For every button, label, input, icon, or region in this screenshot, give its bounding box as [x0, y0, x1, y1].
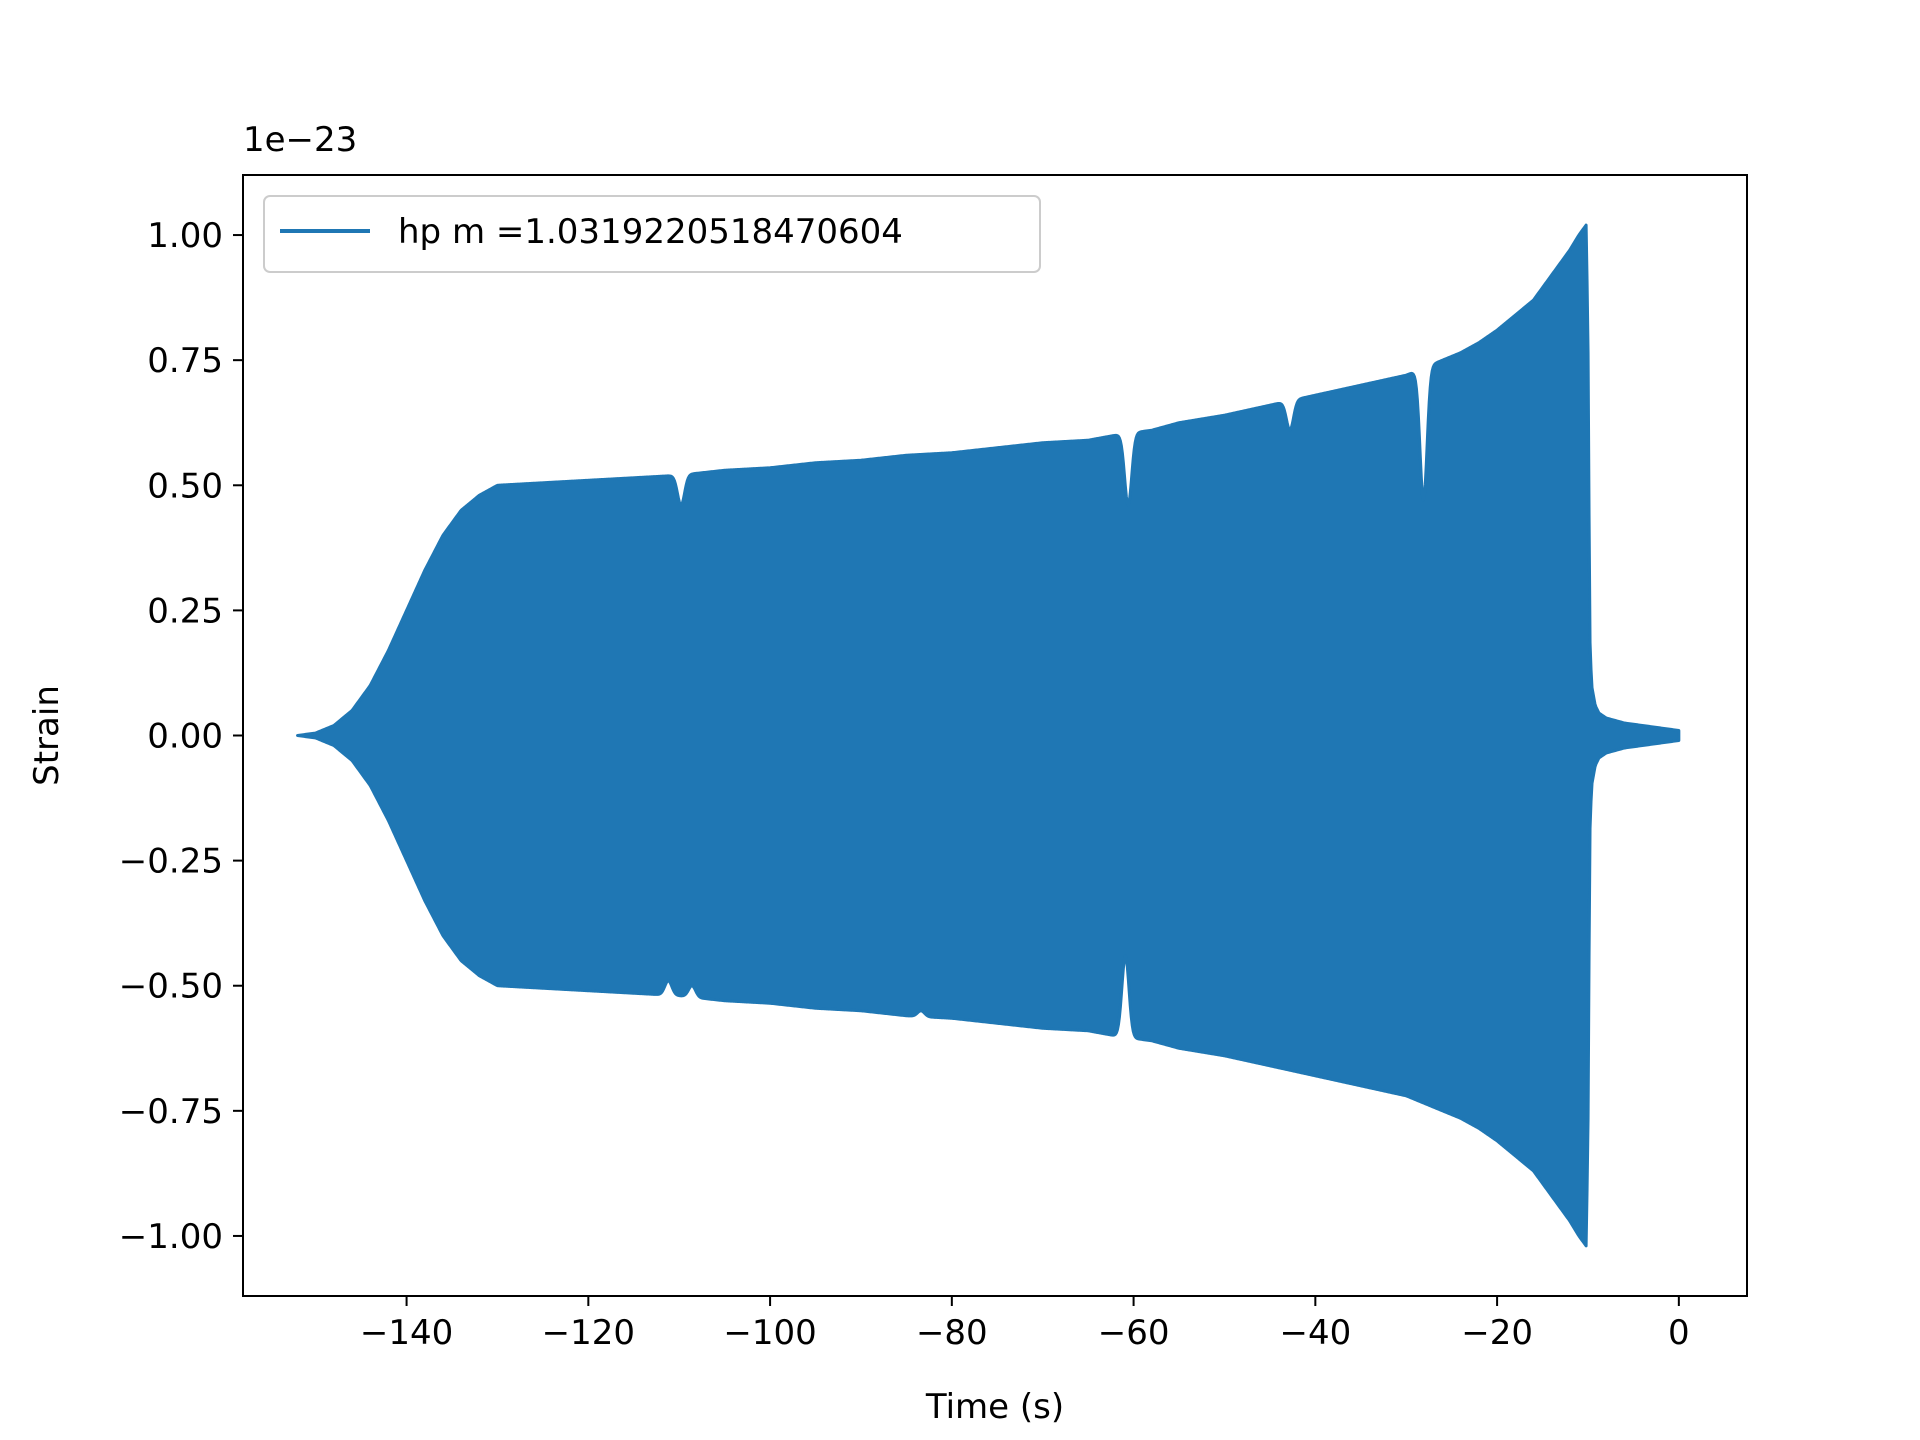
x-tick-label: 0: [1668, 1313, 1690, 1353]
x-tick-label: −100: [723, 1313, 816, 1353]
y-tick-label: 0.75: [147, 341, 223, 381]
y-tick-label: −0.25: [119, 842, 223, 882]
x-tick-label: −120: [542, 1313, 635, 1353]
x-tick-label: −140: [360, 1313, 453, 1353]
y-tick-label: 1.00: [147, 216, 223, 256]
x-tick-label: −20: [1461, 1313, 1533, 1353]
y-tick-label: 0.50: [147, 466, 223, 506]
plot-area: [296, 223, 1681, 1248]
y-tick-label: 0.00: [147, 717, 223, 757]
x-tick-label: −80: [916, 1313, 988, 1353]
x-axis-label: Time (s): [925, 1387, 1064, 1427]
x-tick-label: −40: [1279, 1313, 1351, 1353]
y-tick-label: −0.75: [119, 1092, 223, 1132]
y-tick-label: −1.00: [119, 1217, 223, 1257]
y-tick-label: 0.25: [147, 591, 223, 631]
y-axis: −1.00 −0.75 −0.50 −0.25 0.00 0.25 0.50 0.75 1.00: [119, 216, 243, 1257]
legend-box: [263, 195, 1041, 273]
y-tick-label: −0.50: [119, 967, 223, 1007]
y-axis-label: Strain: [27, 685, 67, 786]
y-axis-offset-text: 1e−23: [243, 120, 357, 160]
legend-entry-label: hp m =1.0319220518470604: [398, 212, 903, 252]
x-axis: −140 −120 −100 −80 −60 −40 −20 0: [360, 1296, 1690, 1353]
series-line-hp: [296, 223, 1681, 1248]
x-tick-label: −60: [1098, 1313, 1170, 1353]
legend: hp m =1.0319220518470604: [263, 195, 1041, 273]
